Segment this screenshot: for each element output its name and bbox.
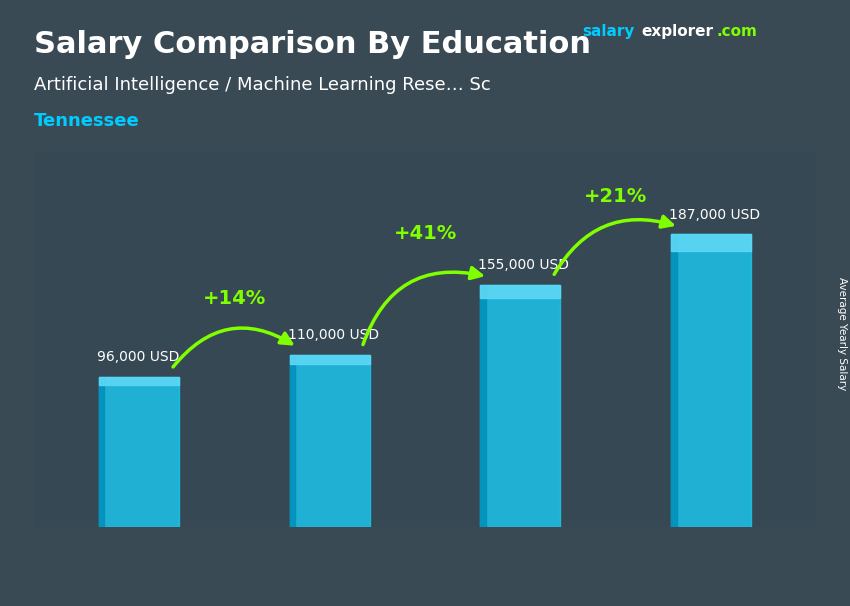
Bar <box>480 285 560 527</box>
FancyArrowPatch shape <box>363 268 481 345</box>
Text: explorer: explorer <box>642 24 714 39</box>
Bar <box>290 355 370 364</box>
Text: Tennessee: Tennessee <box>34 112 139 130</box>
Text: 96,000 USD: 96,000 USD <box>97 350 179 364</box>
Bar <box>99 377 179 527</box>
Text: +21%: +21% <box>584 187 648 207</box>
FancyArrowPatch shape <box>173 328 292 367</box>
Bar <box>671 235 751 250</box>
Text: .com: .com <box>717 24 757 39</box>
FancyArrowPatch shape <box>554 216 672 275</box>
Text: 155,000 USD: 155,000 USD <box>479 258 570 272</box>
Bar <box>290 355 370 527</box>
Text: Average Yearly Salary: Average Yearly Salary <box>837 277 847 390</box>
Text: 187,000 USD: 187,000 USD <box>669 208 760 222</box>
Bar <box>290 355 295 527</box>
Bar <box>99 377 179 385</box>
Bar <box>480 285 486 527</box>
Text: +41%: +41% <box>394 224 456 243</box>
Bar <box>671 235 751 527</box>
Bar <box>480 285 560 298</box>
Text: +14%: +14% <box>202 289 266 308</box>
Text: Salary Comparison By Education: Salary Comparison By Education <box>34 30 591 59</box>
Bar <box>671 235 677 527</box>
Text: salary: salary <box>582 24 635 39</box>
Bar <box>99 377 105 527</box>
Text: Artificial Intelligence / Machine Learning Rese… Sc: Artificial Intelligence / Machine Learni… <box>34 76 490 94</box>
Text: 110,000 USD: 110,000 USD <box>287 328 379 342</box>
